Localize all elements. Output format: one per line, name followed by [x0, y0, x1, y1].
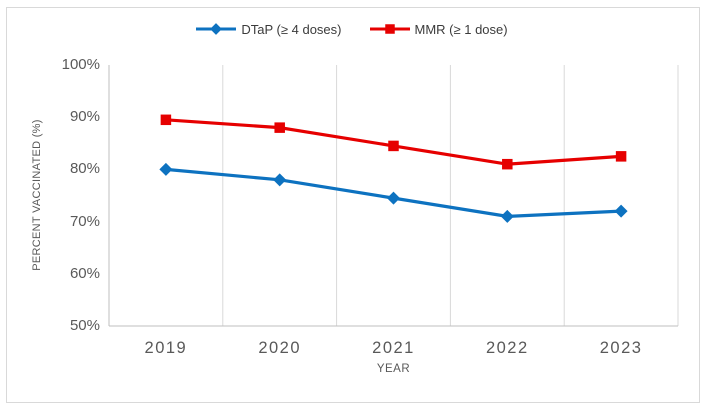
legend-label-dtap: DTaP (≥ 4 doses): [241, 21, 342, 37]
data-point-marker: [160, 114, 172, 126]
data-point-marker: [274, 122, 285, 133]
y-tick-label: 90%: [69, 108, 100, 126]
data-point-marker: [273, 173, 287, 187]
x-tick-label: 2020: [258, 339, 302, 357]
data-point-marker: [388, 140, 399, 152]
y-tick-label: 60%: [69, 264, 100, 282]
data-point-marker: [159, 162, 173, 176]
data-point-marker: [614, 204, 628, 218]
data-point-marker: [502, 158, 513, 170]
data-point-marker: [500, 209, 514, 223]
y-tick-label: 50%: [69, 317, 100, 334]
y-tick-label: 80%: [69, 160, 100, 178]
x-tick-label: 2021: [372, 339, 415, 357]
data-point-marker: [615, 151, 627, 162]
y-tick-label: 70%: [69, 212, 100, 230]
x-tick-label: 2022: [485, 339, 529, 357]
data-point-marker: [210, 23, 223, 35]
chart-legend: DTaP (≥ 4 doses) MMR (≥ 1 dose): [0, 18, 704, 40]
chart-border-frame: [6, 7, 700, 403]
dtap-line-diamond-icon: [196, 23, 237, 35]
legend-item-dtap: DTaP (≥ 4 doses): [196, 21, 342, 37]
legend-item-mmr: MMR (≥ 1 dose): [369, 21, 508, 37]
x-tick-label: 2023: [599, 339, 643, 357]
x-tick-label: 2019: [144, 339, 188, 357]
x-axis-title: YEAR: [376, 363, 411, 375]
y-tick-label: 100%: [61, 56, 100, 73]
data-point-marker: [386, 191, 401, 205]
mmr-line-square-icon: [369, 24, 410, 34]
legend-label-mmr: MMR (≥ 1 dose): [414, 21, 508, 37]
data-point-marker: [384, 24, 395, 34]
y-axis-title: PERCENT VACCINATED (%): [31, 119, 43, 271]
